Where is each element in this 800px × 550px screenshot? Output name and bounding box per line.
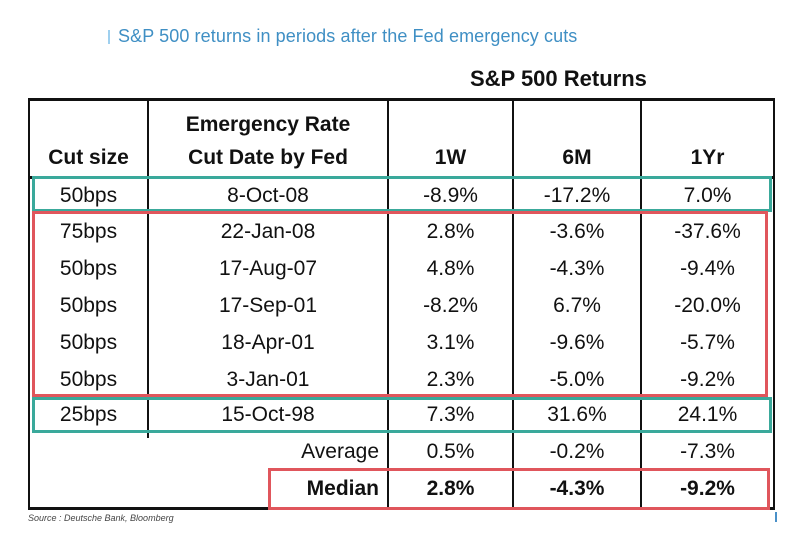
median-label: Median <box>306 477 379 500</box>
cell-date: 17-Aug-07 <box>218 257 318 280</box>
cell-1yr: -5.7% <box>680 331 735 354</box>
cell-date: 3-Jan-01 <box>226 368 310 391</box>
cell-date: 18-Apr-01 <box>221 331 315 354</box>
col-header-1w: 1W <box>434 146 467 169</box>
cell-cut-size: 50bps <box>59 257 118 280</box>
average-1w: 0.5% <box>426 440 475 463</box>
returns-group-header: S&P 500 Returns <box>470 66 647 91</box>
cell-1w: -8.9% <box>423 184 478 207</box>
page-title: S&P 500 returns in periods after the Fed… <box>118 26 578 46</box>
cell-cut-size: 50bps <box>59 368 118 391</box>
cell-cut-size: 50bps <box>59 294 118 317</box>
cell-date: 15-Oct-98 <box>221 403 315 426</box>
highlight-box-middle-cuts <box>32 211 768 397</box>
col-header-6m: 6M <box>562 146 592 169</box>
col-divider-date <box>387 98 389 510</box>
cell-1w: 3.1% <box>426 331 475 354</box>
cell-1w: 4.8% <box>426 257 475 280</box>
cell-1yr: -9.2% <box>680 368 735 391</box>
average-6m: -0.2% <box>549 440 605 463</box>
median-6m: -4.3% <box>549 477 605 500</box>
cell-1yr: -9.4% <box>680 257 735 280</box>
median-1yr: -9.2% <box>680 477 735 500</box>
col-header-1yr: 1Yr <box>690 146 725 169</box>
col-divider-6m <box>640 98 642 510</box>
cell-cut-size: 75bps <box>59 220 118 243</box>
highlight-box-2008-oct <box>32 176 772 212</box>
median-1w: 2.8% <box>426 477 475 500</box>
col-divider-cut <box>147 98 149 438</box>
col-header-cut-size: Cut size <box>48 146 129 169</box>
highlight-box-median <box>268 468 770 510</box>
source-note: Source : Deutsche Bank, Bloomberg <box>28 513 174 523</box>
col-divider-1w <box>512 98 514 510</box>
cell-1yr: 7.0% <box>683 184 732 207</box>
cell-date: 17-Sep-01 <box>218 294 318 317</box>
cell-1yr: 24.1% <box>677 403 738 426</box>
cell-6m: -9.6% <box>549 331 605 354</box>
cell-6m: -5.0% <box>549 368 605 391</box>
average-1yr: -7.3% <box>680 440 735 463</box>
average-label: Average <box>301 440 379 463</box>
cell-1yr: -37.6% <box>674 220 741 243</box>
cell-1w: 7.3% <box>426 403 475 426</box>
cell-1w: -8.2% <box>423 294 478 317</box>
cell-cut-size: 50bps <box>59 331 118 354</box>
cell-date: 22-Jan-08 <box>220 220 316 243</box>
cell-cut-size: 25bps <box>59 403 118 426</box>
cell-6m: -3.6% <box>549 220 605 243</box>
highlight-box-1998 <box>32 397 772 433</box>
corner-accent-mark <box>775 512 777 522</box>
cell-1w: 2.8% <box>426 220 475 243</box>
col-header-date-line1: Emergency Rate <box>185 113 351 136</box>
col-header-date-line2: Cut Date by Fed <box>188 146 348 169</box>
title-accent-mark <box>108 30 110 44</box>
cell-6m: 6.7% <box>553 294 601 317</box>
cell-6m: -17.2% <box>543 184 611 207</box>
cell-date: 8-Oct-08 <box>227 184 309 207</box>
cell-6m: -4.3% <box>549 257 605 280</box>
cell-cut-size: 50bps <box>59 184 118 207</box>
cell-1yr: -20.0% <box>674 294 741 317</box>
cell-6m: 31.6% <box>547 403 607 426</box>
cell-1w: 2.3% <box>426 368 475 391</box>
